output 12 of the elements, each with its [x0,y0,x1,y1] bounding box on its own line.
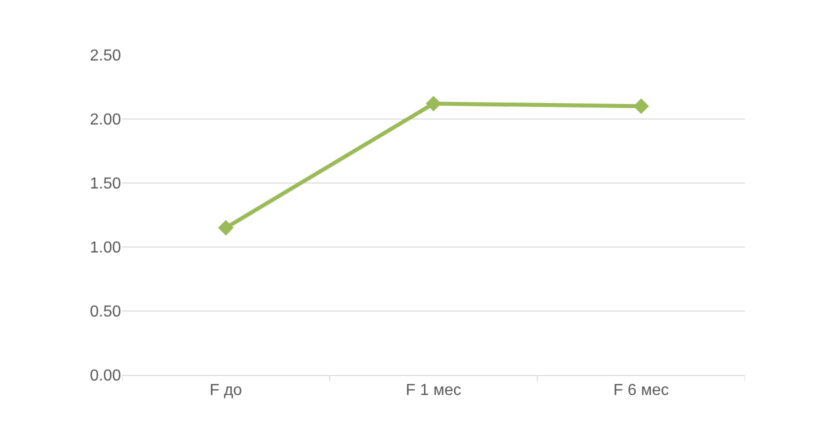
x-tick-label: F 6 мес [613,382,669,400]
y-tick-label: 2.00 [90,112,122,129]
point [633,98,649,114]
point [426,96,442,112]
y-tick-label: 2.50 [90,48,122,65]
point [218,220,234,236]
x-tick-label: F до [210,382,242,400]
x-tick-label: F 1 мес [406,382,462,400]
y-tick-label: 1.50 [90,176,122,193]
y-tick-label: 0.50 [90,304,122,321]
y-tick-label: 1.00 [90,240,122,257]
y-tick-label: 0.00 [90,368,122,385]
